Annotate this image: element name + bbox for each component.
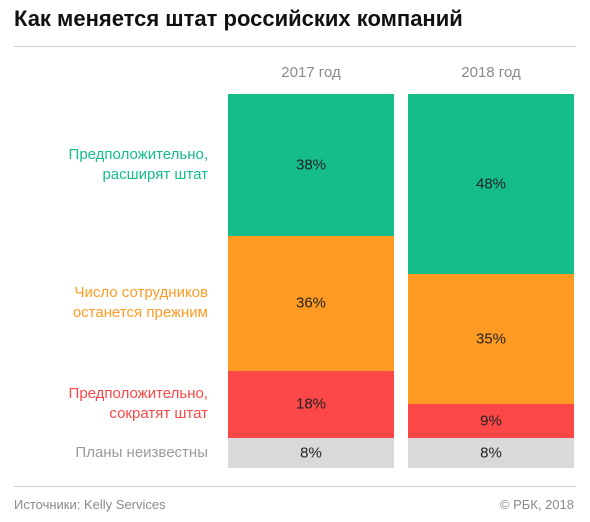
bar-segment-2-4: 8% <box>408 438 574 468</box>
bar-segment-1-1: 38% <box>228 94 394 237</box>
row-label-line: Предположительно, <box>68 146 208 164</box>
value-label-2-4: 8% <box>480 444 502 462</box>
bar-segment-2-1: 48% <box>408 94 574 274</box>
value-label-1-1: 38% <box>295 156 327 174</box>
column-label-2: 2018 год <box>461 64 521 81</box>
row-label-1: Предположительно, расширят штат <box>0 145 208 185</box>
bar-segment-1-3: 18% <box>228 370 394 439</box>
row-label-2: Число сотрудников останется прежним <box>0 283 208 323</box>
row-label-line: сократят штат <box>109 405 208 423</box>
value-label-1-4: 8% <box>300 444 322 462</box>
value-label-1-3: 18% <box>295 395 327 413</box>
row-label-line: Число сотрудников <box>74 284 209 302</box>
chart-title: Как меняется штат российских компаний <box>14 6 463 31</box>
bar-segment-2-3: 9% <box>408 404 574 439</box>
value-label-2-1: 48% <box>475 175 507 193</box>
value-label-1-2: 36% <box>295 294 327 312</box>
row-label-line: Планы неизвестны <box>75 444 208 462</box>
row-label-line: расширят штат <box>102 166 208 184</box>
bar-segment-2-2: 35% <box>408 273 574 405</box>
row-label-line: останется прежним <box>72 304 208 322</box>
value-label-2-3: 9% <box>480 412 502 430</box>
row-label-4: Планы неизвестны <box>0 443 208 463</box>
copyright: © РБК, 2018 <box>499 497 574 512</box>
bar-segment-1-4: 8% <box>228 438 394 468</box>
value-label-2-2: 35% <box>475 330 507 348</box>
bar-segment-1-2: 36% <box>228 236 394 371</box>
top-divider <box>14 46 576 47</box>
bottom-divider <box>14 486 576 487</box>
row-label-line: Предположительно, <box>68 385 208 403</box>
source-note: Источники: Kelly Services <box>14 497 166 512</box>
column-label-1: 2017 год <box>281 64 341 81</box>
row-label-3: Предположительно, сократят штат <box>0 384 208 424</box>
